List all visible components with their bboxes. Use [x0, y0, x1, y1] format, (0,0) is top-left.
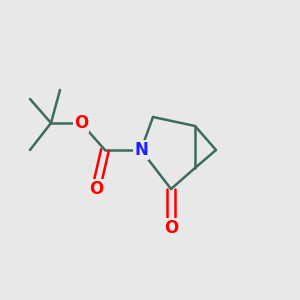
Text: O: O	[74, 114, 88, 132]
Text: O: O	[164, 219, 178, 237]
Text: N: N	[134, 141, 148, 159]
Text: O: O	[89, 180, 103, 198]
